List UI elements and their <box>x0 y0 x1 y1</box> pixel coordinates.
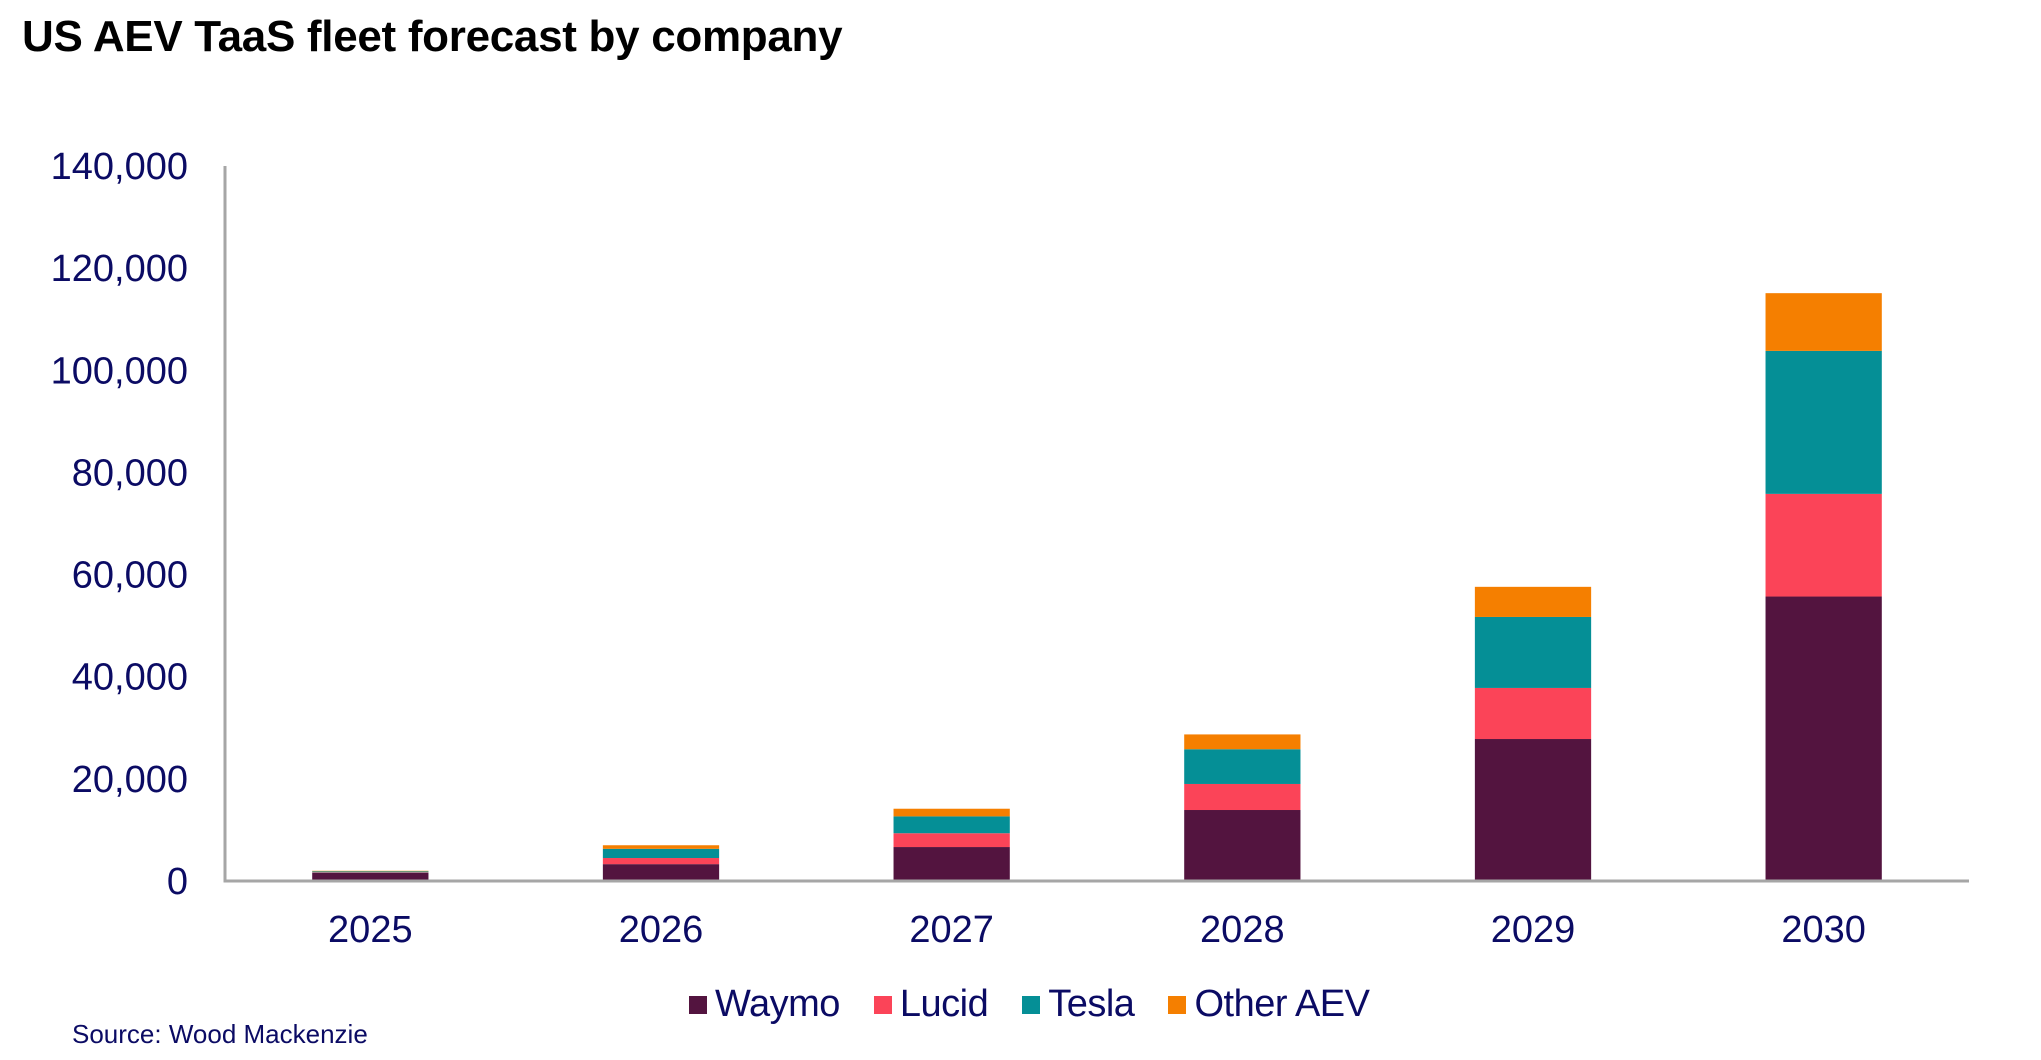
y-tick-label: 100,000 <box>51 350 188 392</box>
bar-stack-2029 <box>1474 586 1592 881</box>
legend-label: Tesla <box>1048 983 1135 1025</box>
bar-segment-other-aev-2028 <box>1184 734 1301 750</box>
legend-swatch <box>873 995 892 1014</box>
bar-stack-2026 <box>602 845 720 881</box>
legend-label: Other AEV <box>1194 983 1370 1025</box>
bar-segment-lucid-2027 <box>893 833 1010 848</box>
bar-segment-lucid-2025 <box>312 872 429 873</box>
bar-segment-waymo-2030 <box>1765 596 1882 881</box>
bar-segment-waymo-2025 <box>312 872 429 881</box>
legend-item-tesla: Tesla <box>1022 983 1135 1026</box>
bar-segment-tesla-2029 <box>1474 616 1592 688</box>
bar-segment-tesla-2030 <box>1765 350 1882 494</box>
bar-segment-lucid-2030 <box>1765 493 1882 597</box>
y-tick-label: 60,000 <box>72 555 188 597</box>
y-tick-label: 80,000 <box>72 452 188 494</box>
y-tick-label: 20,000 <box>72 759 188 801</box>
y-tick-label: 120,000 <box>51 248 188 290</box>
bar-segment-lucid-2029 <box>1474 687 1592 740</box>
bar-stack-2030 <box>1765 293 1882 881</box>
bar-segment-other-aev-2027 <box>893 808 1010 817</box>
legend-swatch <box>689 995 707 1014</box>
legend-item-other-aev: Other AEV <box>1168 983 1370 1026</box>
bar-segment-other-aev-2026 <box>602 845 720 849</box>
y-axis-tick-labels: 0 20,000 40,000 60,000 80,000 100,000 120,000 1… <box>51 146 188 903</box>
x-tick-label: 2028 <box>1200 909 1285 951</box>
y-tick-label: 140,000 <box>51 146 188 188</box>
bar-segment-lucid-2026 <box>602 858 720 865</box>
x-axis-tick-labels: 2025 2026 2027 2028 2029 2030 <box>328 909 1866 951</box>
source-note: Source: Wood Mackenzie <box>72 1019 368 1049</box>
legend-swatch <box>1168 995 1187 1014</box>
bar-stack-2025 <box>312 870 429 881</box>
y-tick-label: 0 <box>167 861 188 903</box>
legend-label: Waymo <box>715 983 840 1025</box>
bar-segment-waymo-2026 <box>602 864 720 881</box>
bar-segment-tesla-2025 <box>312 871 429 873</box>
bar-segment-waymo-2028 <box>1184 810 1301 881</box>
bar-stack-2027 <box>893 808 1010 881</box>
y-tick-label: 40,000 <box>72 657 188 699</box>
bar-segment-tesla-2028 <box>1184 749 1301 784</box>
bars-layer <box>312 293 1882 881</box>
axes-layer <box>223 166 1969 883</box>
bar-segment-waymo-2027 <box>893 847 1010 881</box>
bar-segment-tesla-2026 <box>602 848 720 859</box>
bar-segment-tesla-2027 <box>893 816 1010 834</box>
bar-segment-other-aev-2029 <box>1474 586 1592 617</box>
bar-segment-other-aev-2030 <box>1765 293 1882 351</box>
legend-swatch <box>1022 995 1041 1014</box>
x-tick-label: 2029 <box>1491 909 1576 951</box>
x-tick-label: 2027 <box>909 909 994 951</box>
legend: Waymo Lucid Tesla Other AEV <box>689 983 1404 1026</box>
x-tick-label: 2025 <box>328 909 413 951</box>
bar-segment-waymo-2029 <box>1474 739 1592 881</box>
bar-segment-other-aev-2025 <box>312 870 429 872</box>
bar-segment-lucid-2028 <box>1184 783 1301 811</box>
legend-item-waymo: Waymo <box>689 983 840 1026</box>
legend-label: Lucid <box>899 983 989 1025</box>
bar-stack-2028 <box>1184 734 1301 881</box>
x-tick-label: 2026 <box>619 909 704 951</box>
chart-title: US AEV TaaS fleet forecast by company <box>22 12 843 61</box>
legend-item-lucid: Lucid <box>873 983 989 1026</box>
x-tick-label: 2030 <box>1781 909 1866 951</box>
